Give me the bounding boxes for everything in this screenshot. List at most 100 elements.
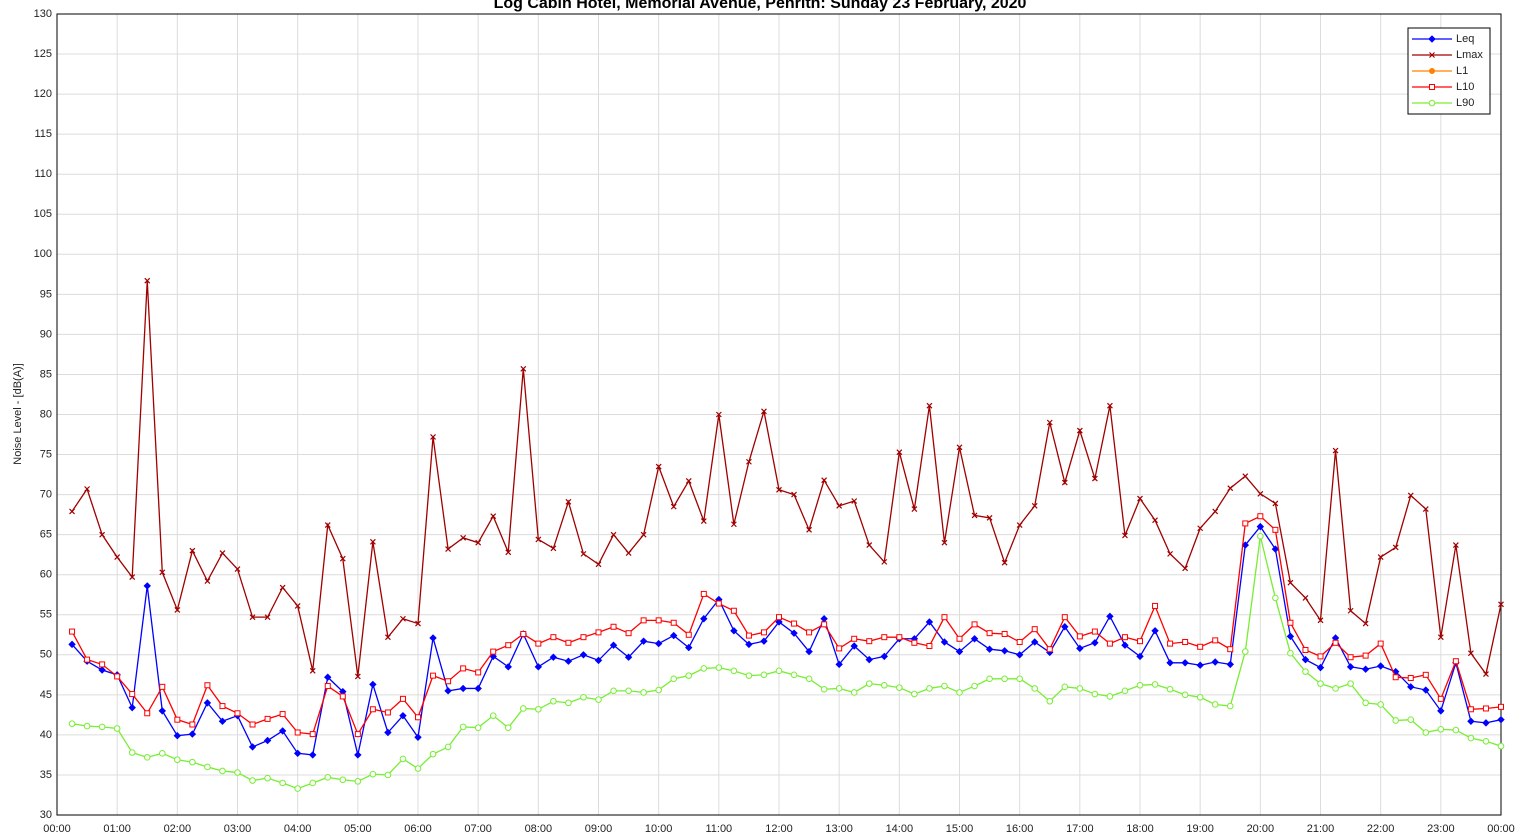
data-point <box>1061 614 1068 621</box>
data-point <box>1332 685 1339 692</box>
data-point <box>625 687 632 695</box>
data-point <box>264 614 271 621</box>
data-point <box>1377 554 1384 561</box>
data-point <box>1287 649 1294 657</box>
data-point <box>670 619 677 626</box>
data-point <box>881 558 888 565</box>
data-point <box>836 502 843 509</box>
data-point <box>1076 633 1083 640</box>
data-point <box>400 615 406 622</box>
data-point <box>399 695 406 702</box>
data-point <box>68 640 76 649</box>
data-point <box>430 434 436 440</box>
data-point <box>489 712 497 719</box>
data-point <box>294 785 301 792</box>
data-point <box>971 682 978 690</box>
data-point <box>730 627 738 635</box>
data-point <box>925 618 934 626</box>
data-point <box>204 682 211 689</box>
data-point <box>1437 695 1444 702</box>
data-point <box>219 703 226 710</box>
data-point <box>1302 646 1309 653</box>
data-point <box>1152 517 1158 524</box>
data-point <box>700 615 708 623</box>
x-tick-label: 09:00 <box>585 823 613 835</box>
data-point <box>820 685 828 693</box>
data-point <box>128 749 136 756</box>
data-point <box>866 542 873 548</box>
data-point <box>761 408 767 415</box>
data-point <box>189 547 196 554</box>
data-point <box>565 639 572 646</box>
data-point <box>595 696 602 703</box>
data-point <box>1016 675 1023 683</box>
data-point <box>324 774 332 781</box>
legend-marker <box>1429 84 1435 90</box>
data-point <box>1347 680 1354 687</box>
data-point <box>159 569 166 576</box>
data-point <box>1497 715 1505 724</box>
data-point <box>850 689 858 696</box>
data-point <box>1076 427 1083 434</box>
data-point <box>1392 674 1399 681</box>
x-tick-label: 03:00 <box>224 823 252 835</box>
data-point <box>624 653 633 661</box>
data-point <box>851 635 858 642</box>
data-point <box>610 687 617 695</box>
data-point <box>745 458 752 465</box>
data-point <box>850 642 858 650</box>
data-point <box>1257 490 1264 497</box>
data-point <box>625 630 632 637</box>
data-point <box>911 690 918 698</box>
data-point <box>760 637 768 645</box>
data-point <box>865 655 873 664</box>
data-point <box>264 715 271 722</box>
data-point <box>1407 492 1414 499</box>
data-point <box>415 620 421 627</box>
x-tick-label: 16:00 <box>1006 823 1034 835</box>
data-point <box>565 699 572 707</box>
data-point <box>445 546 452 552</box>
y-tick-label: 80 <box>40 408 52 420</box>
data-point <box>248 743 257 751</box>
data-point <box>475 669 482 676</box>
data-point <box>1121 634 1128 641</box>
data-point <box>1106 693 1114 700</box>
data-point <box>189 758 196 766</box>
series-line <box>71 280 1502 677</box>
data-point <box>775 618 783 626</box>
data-point <box>1498 703 1504 710</box>
data-point <box>985 645 994 653</box>
data-point <box>1376 662 1385 670</box>
data-point <box>550 545 557 552</box>
x-tick-label: 13:00 <box>825 823 853 835</box>
data-point <box>806 629 813 636</box>
data-point <box>1151 681 1159 688</box>
data-point <box>1197 643 1204 650</box>
data-point <box>791 491 797 498</box>
data-point <box>1362 652 1369 659</box>
data-point <box>444 687 452 695</box>
data-point <box>1227 485 1234 492</box>
data-point <box>730 607 737 614</box>
data-point <box>941 539 948 546</box>
data-point <box>324 683 331 690</box>
data-point <box>1212 637 1219 644</box>
data-point <box>445 678 452 685</box>
data-point <box>174 607 181 613</box>
data-point <box>1167 550 1174 557</box>
data-point <box>1332 447 1339 454</box>
data-point <box>279 779 286 787</box>
data-point <box>1482 738 1490 745</box>
data-point <box>309 731 316 738</box>
data-point <box>1482 705 1489 712</box>
data-point <box>98 666 106 674</box>
data-point <box>369 770 377 778</box>
data-point <box>1257 513 1264 520</box>
data-point <box>881 634 888 641</box>
data-point <box>550 634 557 641</box>
data-point <box>159 683 166 690</box>
data-point <box>1377 701 1384 708</box>
data-point <box>1181 691 1189 699</box>
x-tick-label: 00:00 <box>1487 823 1515 835</box>
